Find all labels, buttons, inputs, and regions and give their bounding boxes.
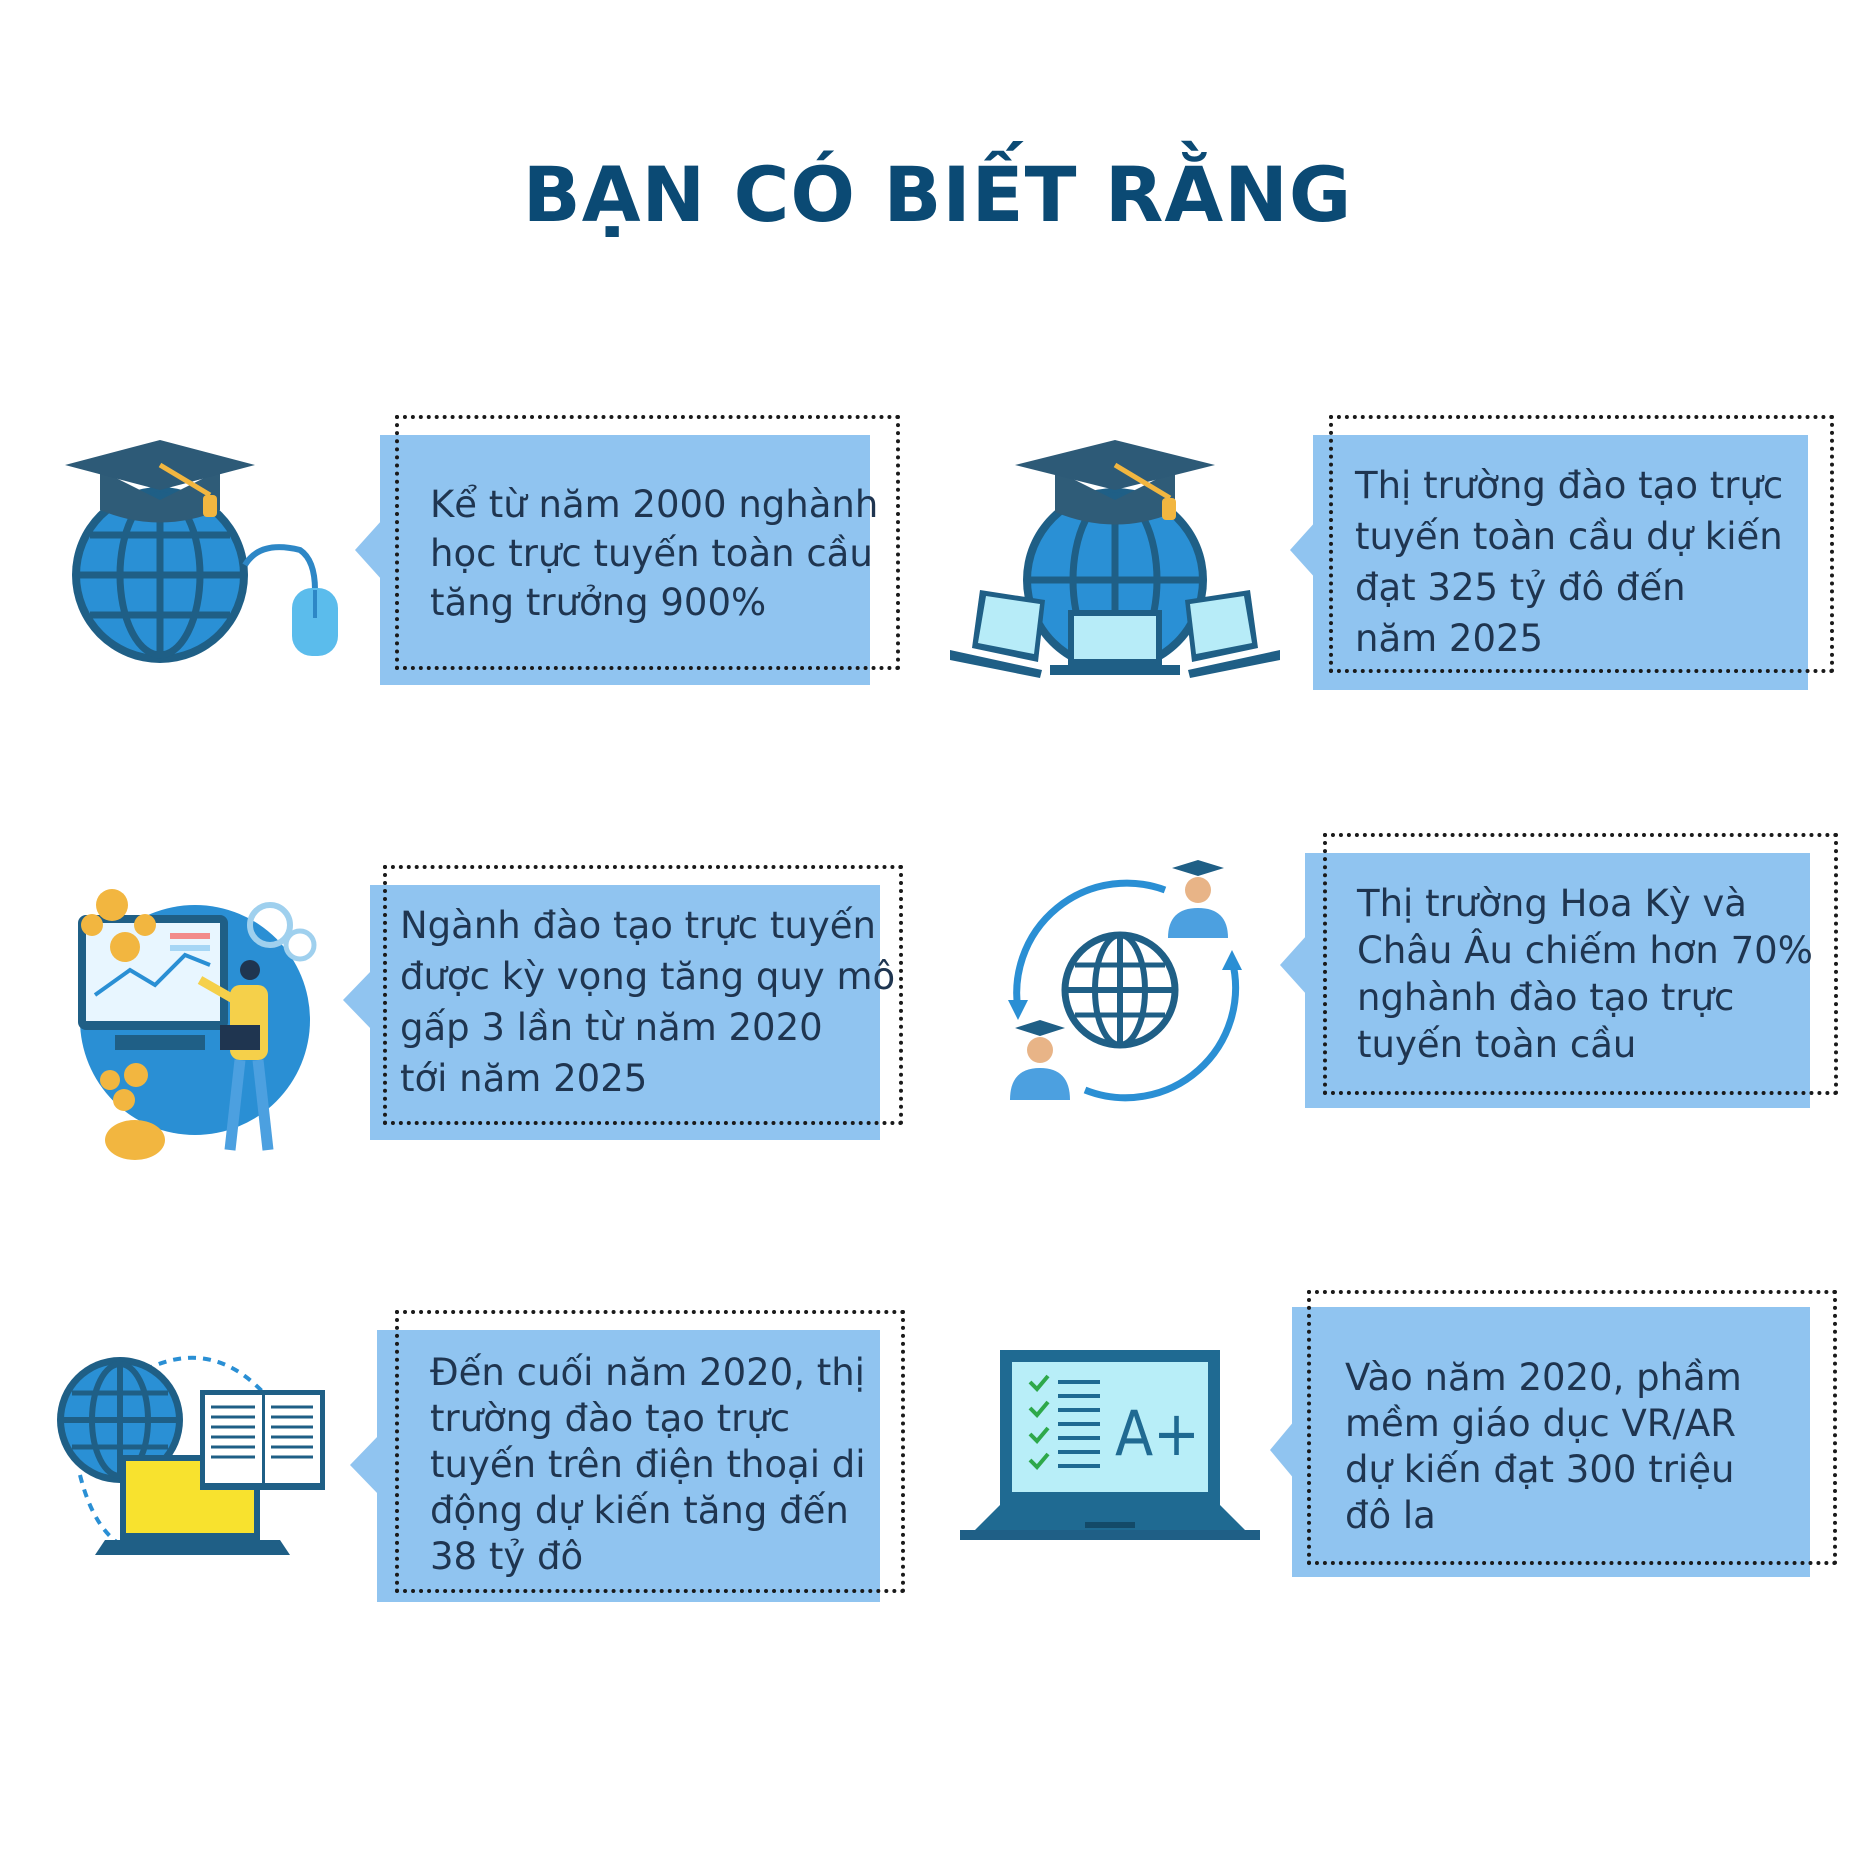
graduation-globe-laptops-icon xyxy=(950,440,1280,680)
page-title: BẠN CÓ BIẾT RẰNG xyxy=(522,150,1353,239)
fact-line: nghành đào tạo trực xyxy=(1357,976,1735,1019)
fact-line: gấp 3 lần từ năm 2020 xyxy=(400,1006,823,1049)
fact-line: Vào năm 2020, phầm xyxy=(1345,1356,1742,1399)
fact-line: tuyến trên điện thoại di xyxy=(430,1443,866,1486)
graduation-globe-mouse-icon xyxy=(60,440,350,670)
fact-box-6: Vào năm 2020, phầm mềm giáo dục VR/AR dự… xyxy=(1265,1285,1845,1585)
fact-line: động dự kiến tăng đến xyxy=(430,1489,849,1532)
fact-line: dự kiến đạt 300 triệu xyxy=(1345,1448,1735,1491)
fact-line: 38 tỷ đô xyxy=(430,1535,584,1578)
fact-line: Thị trường đào tạo trực xyxy=(1355,464,1784,507)
fact-box-5: Đến cuối năm 2020, thị trường đào tạo tr… xyxy=(345,1305,910,1610)
fact-box-4: Thị trường Hoa Kỳ và Châu Âu chiếm hơn 7… xyxy=(1275,825,1845,1115)
fact-line: đạt 325 tỷ đô đến xyxy=(1355,566,1686,609)
fact-line: tăng trưởng 900% xyxy=(430,581,767,624)
fact-line: học trực tuyến toàn cầu xyxy=(430,532,873,575)
grade-label: A+ xyxy=(1115,1397,1200,1470)
fact-line: Thị trường Hoa Kỳ và xyxy=(1357,882,1747,925)
fact-line: Đến cuối năm 2020, thị xyxy=(430,1351,865,1394)
fact-line: tới năm 2025 xyxy=(400,1057,648,1100)
presenter-chart-coins-icon xyxy=(70,885,330,1165)
fact-line: đô la xyxy=(1345,1494,1436,1537)
fact-line: Kể từ năm 2000 nghành xyxy=(430,483,879,526)
fact-box-1: Kể từ năm 2000 nghành học trực tuyến toà… xyxy=(350,410,900,690)
globe-laptop-book-icon xyxy=(55,1345,335,1570)
fact-line: Châu Âu chiếm hơn 70% xyxy=(1357,929,1813,972)
laptop-grade-a-plus-icon: A+ xyxy=(960,1350,1260,1550)
fact-line: Ngành đào tạo trực tuyến xyxy=(400,904,876,947)
fact-box-3: Ngành đào tạo trực tuyến được kỳ vọng tă… xyxy=(335,855,910,1150)
globe-graduates-cycle-icon xyxy=(1000,860,1250,1110)
fact-line: mềm giáo dục VR/AR xyxy=(1345,1402,1736,1445)
fact-box-2: Thị trường đào tạo trực tuyến toàn cầu d… xyxy=(1285,410,1840,695)
fact-line: tuyến toàn cầu xyxy=(1357,1023,1637,1066)
fact-line: tuyến toàn cầu dự kiến xyxy=(1355,515,1783,558)
fact-line: năm 2025 xyxy=(1355,617,1544,660)
fact-line: được kỳ vọng tăng quy mô xyxy=(400,955,896,998)
fact-line: trường đào tạo trực xyxy=(430,1397,791,1440)
